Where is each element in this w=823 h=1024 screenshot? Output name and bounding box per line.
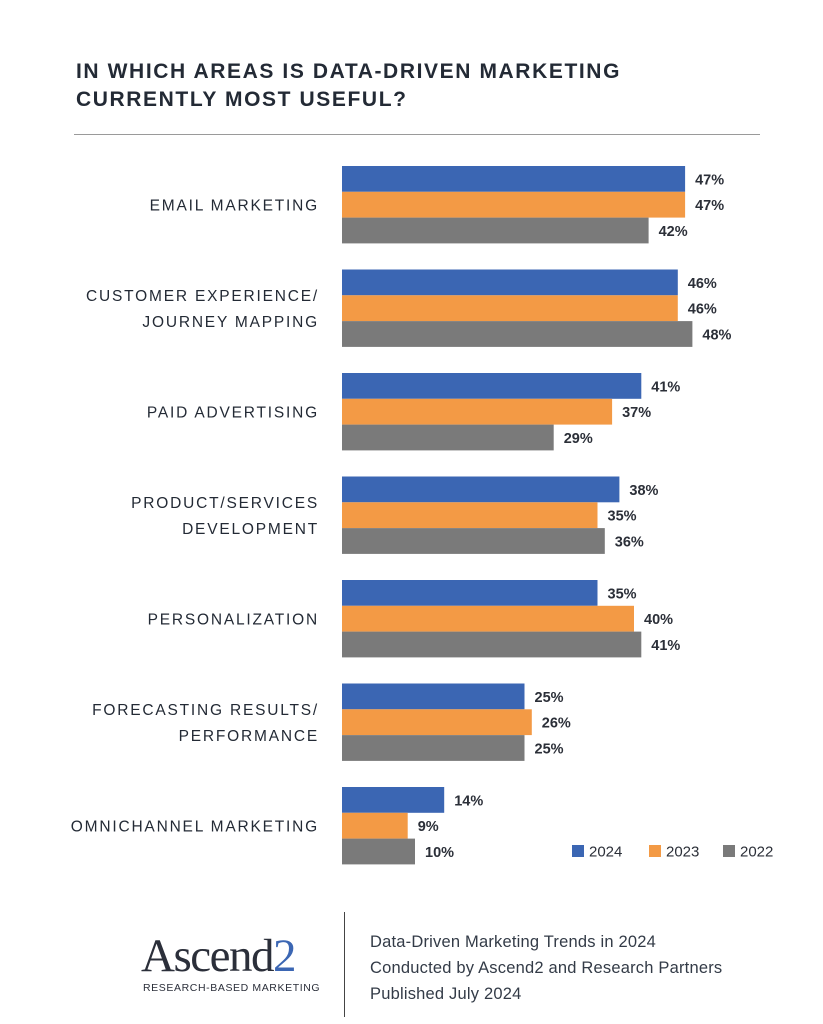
- footer-line-2: Conducted by Ascend2 and Research Partne…: [370, 959, 723, 977]
- bar-2023: [342, 295, 678, 322]
- data-label: 35%: [608, 509, 637, 525]
- data-label: 25%: [535, 690, 564, 706]
- category-label: PAID ADVERTISING: [147, 405, 319, 422]
- bar-2023: [342, 398, 613, 425]
- data-label: 47%: [695, 198, 724, 214]
- footer-line-1: Data-Driven Marketing Trends in 2024: [370, 933, 656, 951]
- legend-label-2024: 2024: [589, 844, 622, 861]
- category-label: CUSTOMER EXPERIENCE/: [86, 288, 319, 305]
- category-label: DEVELOPMENT: [182, 521, 319, 538]
- category-label: PERFORMANCE: [179, 728, 319, 745]
- chart-title-line-1: IN WHICH AREAS IS DATA-DRIVEN MARKETING: [76, 60, 621, 83]
- data-label: 10%: [425, 845, 454, 861]
- legend-swatch-2023: [649, 845, 661, 857]
- footer-source: Data-Driven Marketing Trends in 2024 Con…: [370, 929, 722, 1007]
- logo-word: Ascend: [141, 930, 274, 982]
- bar-2024: [342, 166, 686, 192]
- data-label: 46%: [688, 276, 717, 292]
- legend-swatch-2022: [723, 845, 735, 857]
- data-label: 38%: [629, 483, 658, 499]
- logo-wordmark: Ascend2: [141, 932, 326, 980]
- bar-2023: [342, 502, 598, 529]
- bar-2023: [342, 191, 686, 218]
- data-label: 47%: [695, 172, 724, 188]
- data-label: 37%: [622, 405, 651, 421]
- bar-2023: [342, 709, 532, 736]
- ascend2-logo: Ascend2 RESEARCH-BASED MARKETING: [141, 932, 326, 996]
- bar-2024: [342, 373, 642, 399]
- category-label: OMNICHANNEL MARKETING: [71, 819, 319, 836]
- category-label: PERSONALIZATION: [148, 612, 319, 629]
- bar-2023: [342, 605, 634, 632]
- chart-title: IN WHICH AREAS IS DATA-DRIVEN MARKETING …: [76, 58, 716, 114]
- data-label: 25%: [535, 742, 564, 758]
- data-label: 36%: [615, 535, 644, 551]
- data-label: 26%: [542, 716, 571, 732]
- bar-2024: [342, 683, 525, 710]
- category-label: EMAIL MARKETING: [150, 198, 319, 215]
- bar-2022: [342, 631, 642, 658]
- category-label: FORECASTING RESULTS/: [92, 702, 319, 719]
- data-label: 14%: [454, 793, 483, 809]
- data-label: 35%: [608, 586, 637, 602]
- data-label: 29%: [564, 431, 593, 447]
- bar-chart: EMAIL MARKETING 47% 47% 42% CUSTOMER EXPERIE…: [71, 166, 773, 865]
- data-label: 46%: [688, 302, 717, 318]
- legend-label-2022: 2022: [740, 844, 773, 861]
- data-label: 48%: [702, 328, 731, 344]
- bar-2024: [342, 476, 620, 503]
- bar-2022: [342, 321, 693, 347]
- logo-tagline: RESEARCH-BASED MARKETING: [143, 982, 321, 994]
- bar-2022: [342, 217, 649, 244]
- footer-line-3: Published July 2024: [370, 985, 522, 1003]
- bar-2023: [342, 812, 408, 839]
- legend-label-2023: 2023: [666, 844, 699, 861]
- bar-2024: [342, 580, 598, 606]
- bar-2022: [342, 424, 554, 451]
- data-label: 9%: [418, 819, 439, 835]
- bar-2024: [342, 269, 678, 296]
- data-label: 42%: [659, 224, 688, 240]
- data-label: 41%: [651, 638, 680, 654]
- bar-2022: [342, 735, 525, 761]
- data-label: 41%: [651, 379, 680, 395]
- bar-2024: [342, 787, 445, 813]
- legend-swatch-2024: [572, 845, 584, 857]
- category-label: JOURNEY MAPPING: [142, 314, 319, 331]
- title-divider: [74, 134, 760, 135]
- logo-digit: 2: [272, 930, 297, 982]
- chart-title-line-2: CURRENTLY MOST USEFUL?: [76, 88, 408, 111]
- bar-2022: [342, 838, 415, 865]
- footer-divider: [344, 912, 345, 1017]
- bar-2022: [342, 528, 605, 554]
- data-label: 40%: [644, 612, 673, 628]
- category-label: PRODUCT/SERVICES: [131, 495, 319, 512]
